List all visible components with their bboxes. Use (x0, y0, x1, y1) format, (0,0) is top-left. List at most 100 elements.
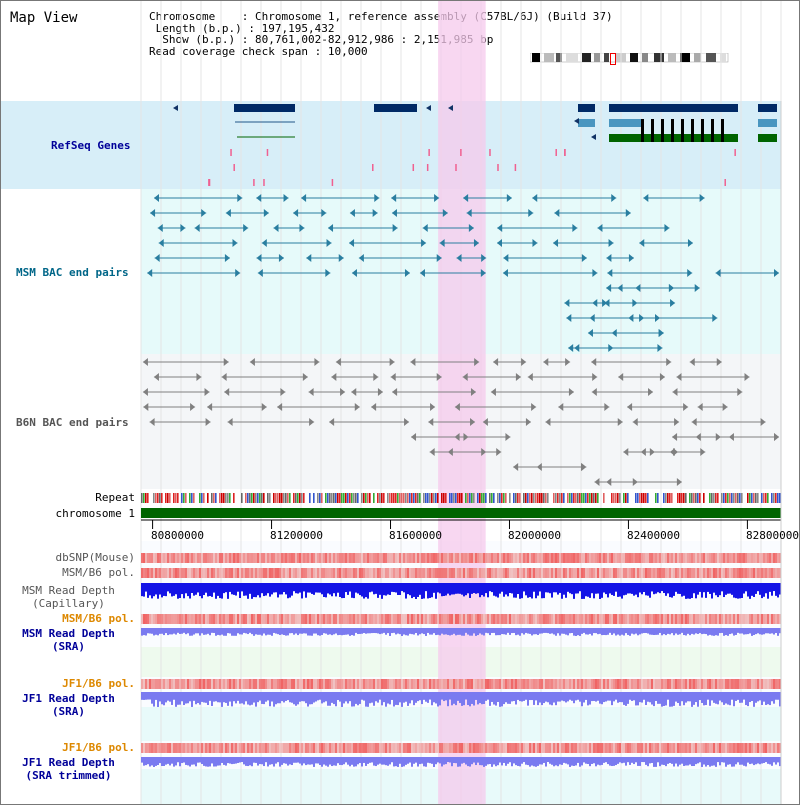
msm-depth-cap-bar (275, 583, 277, 593)
jf1-pol1-heat-cell (315, 679, 317, 689)
msm-depth-cap-bar (451, 583, 453, 595)
repeat-element (751, 493, 753, 503)
jf1-depth-sra-bar (163, 692, 165, 706)
jf1-pol2-heat-cell (187, 743, 189, 753)
msm-depth-sra-bar (727, 628, 729, 636)
msm-bac-pair-end (243, 224, 249, 232)
msm-pol2-heat-cell (201, 614, 203, 624)
jf1-depth-sra-bar (275, 692, 277, 705)
msm-depth-cap-bar (471, 583, 473, 594)
dbsnp-heat-cell (709, 553, 711, 563)
msm-pol-heat-cell (769, 568, 771, 578)
repeat-element (397, 493, 399, 503)
jf1-pol2-heat-cell (331, 743, 333, 753)
msm-pol-heat-cell (423, 568, 425, 578)
jf1-pol2-heat-cell (141, 743, 143, 753)
msm-depth-sra-bar (237, 628, 239, 634)
jf1-depth-sra-bar (703, 692, 705, 706)
msm-depth-cap-bar (163, 583, 165, 596)
msm-pol2-heat-cell (477, 614, 479, 624)
repeat-element (373, 493, 375, 503)
msm-pol-heat-cell (371, 568, 373, 578)
jf1-depth-trim-bar (535, 757, 537, 767)
msm-depth-cap-bar (189, 583, 191, 599)
jf1-depth-trim-bar (413, 757, 415, 764)
msm-depth-cap-bar (651, 583, 653, 592)
msm-pol2-heat-cell (325, 614, 327, 624)
jf1-depth-trim-bar (381, 757, 383, 765)
msm-bac-pair-end (581, 254, 587, 262)
jf1-pol2-heat-cell (385, 743, 387, 753)
jf1-pol1-heat-cell (715, 679, 717, 689)
msm-pol-heat-cell (297, 568, 299, 578)
jf1-depth-sra-bar (395, 692, 397, 705)
msm-pol-heat-cell (345, 568, 347, 578)
msm-depth-sra-bar (191, 628, 193, 636)
dbsnp-heat-cell (479, 553, 481, 563)
jf1-depth-sra-bar (387, 692, 389, 704)
jf1-depth-trim-bar (473, 757, 475, 763)
jf1-depth-trim-bar (163, 757, 165, 767)
jf1-pol1-heat-cell (269, 679, 271, 689)
jf1-depth-trim-bar (447, 757, 449, 763)
jf1-depth-sra-bar (459, 692, 461, 704)
b6n-bac-pair-end (623, 448, 629, 456)
jf1-pol2-heat-cell (467, 743, 469, 753)
msm-bac-pair-end (699, 194, 705, 202)
msm-depth-sra-bar (205, 628, 207, 635)
jf1-pol1-heat-cell (499, 679, 501, 689)
jf1-depth-sra-bar (301, 692, 303, 702)
msm-depth-cap-bar (363, 583, 365, 599)
dbsnp-heat-cell (745, 553, 747, 563)
dbsnp-heat-cell (165, 553, 167, 563)
msm-pol-heat-cell (717, 568, 719, 578)
msm-pol2-heat-cell (697, 614, 699, 624)
jf1-pol2-heat-cell (739, 743, 741, 753)
msm-depth-cap-bar (283, 583, 285, 593)
msm-depth-cap-bar (643, 583, 645, 593)
jf1-pol2-heat-cell (727, 743, 729, 753)
msm-pol-heat-cell (385, 568, 387, 578)
dbsnp-heat-cell (687, 553, 689, 563)
jf1-depth-sra-bar (741, 692, 743, 703)
jf1-depth-trim-bar (703, 757, 705, 765)
jf1-pol1-heat-cell (337, 679, 339, 689)
jf1-depth-trim-bar (209, 757, 211, 767)
jf1-pol1-heat-cell (299, 679, 301, 689)
jf1-pol2-heat-cell (371, 743, 373, 753)
jf1-depth-trim-bar (249, 757, 251, 766)
b6n-bac-pair-end (447, 448, 453, 456)
b6n-bac-pair-end (691, 418, 697, 426)
jf1-pol2-heat-cell (751, 743, 753, 753)
jf1-depth-trim-bar (587, 757, 589, 764)
jf1-pol1-heat-cell (365, 679, 367, 689)
msm-depth-cap-bar (271, 583, 273, 595)
jf1-depth-sra-bar (161, 692, 163, 705)
dbsnp-heat-cell (157, 553, 159, 563)
repeat-element (141, 493, 143, 503)
msm-depth-sra-bar (261, 628, 263, 636)
msm-pol2-heat-cell (199, 614, 201, 624)
jf1-depth-trim-bar (167, 757, 169, 764)
msm-pol-heat-cell (465, 568, 467, 578)
jf1-pol2-heat-cell (169, 743, 171, 753)
jf1-depth-trim-bar (747, 757, 749, 763)
msm-pol2-heat-cell (625, 614, 627, 624)
jf1-pol2-heat-cell (335, 743, 337, 753)
msm-depth-sra-bar (219, 628, 221, 636)
msm-pol-heat-cell (185, 568, 187, 578)
msm-pol2-heat-cell (751, 614, 753, 624)
jf1-pol2-heat-cell (649, 743, 651, 753)
msm-depth-cap-bar (485, 583, 487, 594)
b6n-bac-pair-end (454, 403, 460, 411)
msm-pol2-heat-cell (649, 614, 651, 624)
jf1-pol2-heat-cell (623, 743, 625, 753)
msm-depth-sra-bar (287, 628, 289, 636)
snp-tick (208, 179, 211, 186)
jf1-pol1-heat-cell (449, 679, 451, 689)
msm-depth-sra-bar (347, 628, 349, 635)
jf1-depth-sra-bar (623, 692, 625, 705)
repeat-element (303, 493, 305, 503)
jf1-depth-trim-bar (547, 757, 549, 763)
